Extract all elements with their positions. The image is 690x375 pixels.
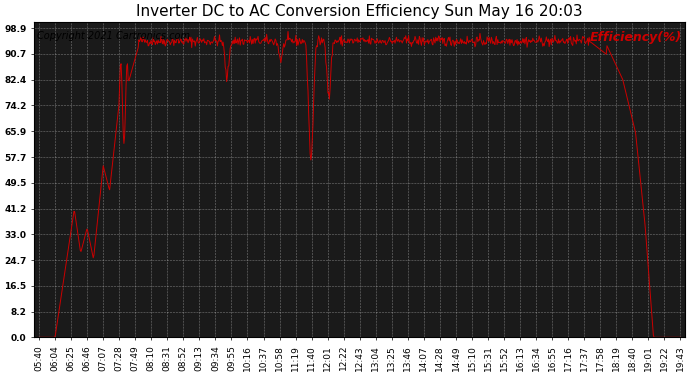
Title: Inverter DC to AC Conversion Efficiency Sun May 16 20:03: Inverter DC to AC Conversion Efficiency … — [137, 4, 583, 19]
Text: Efficiency(%): Efficiency(%) — [590, 31, 682, 44]
Text: Copyright 2021 Cartronics.com: Copyright 2021 Cartronics.com — [37, 31, 190, 41]
